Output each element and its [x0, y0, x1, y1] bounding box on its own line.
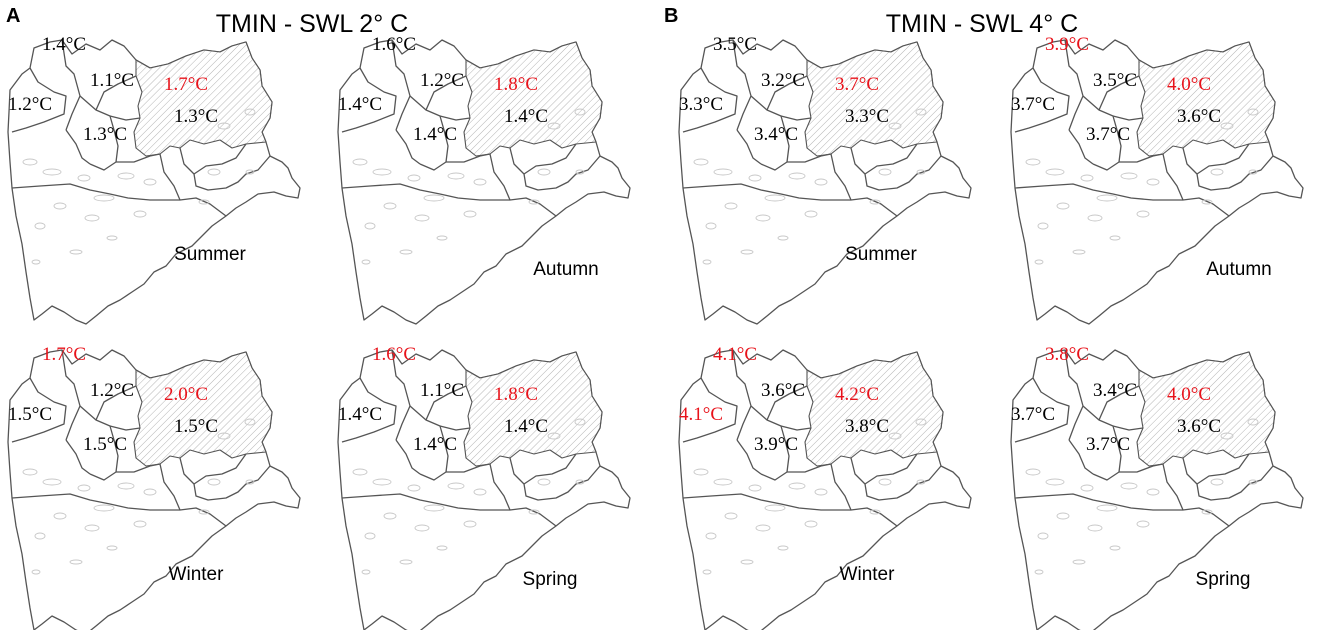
map-a-winter: Winter 1.7°C1.2°C 2.0°C 1.5°C 1.5°C 1.5°C	[7, 344, 301, 630]
region-value-west: 4.1°C	[679, 404, 723, 425]
region-value-east: 1.5°C	[174, 416, 218, 437]
region-value-north-center: 1.1°C	[90, 70, 134, 91]
region-value-east: 3.6°C	[1177, 106, 1221, 127]
map-outline	[7, 349, 301, 630]
region-value-north-center: 3.6°C	[761, 380, 805, 401]
region-value-east: 3.3°C	[845, 106, 889, 127]
region-value-west: 1.5°C	[8, 404, 52, 425]
region-value-nw: 1.6°C	[372, 34, 416, 55]
season-label: Spring	[1196, 569, 1251, 590]
map-outline	[1010, 39, 1304, 325]
region-value-west: 1.4°C	[338, 94, 382, 115]
region-value-center: 3.7°C	[1086, 434, 1130, 455]
region-value-nw: 3.5°C	[713, 34, 757, 55]
season-label: Summer	[845, 244, 917, 265]
panel-b-letter: B	[664, 5, 678, 27]
region-value-west: 3.7°C	[1011, 94, 1055, 115]
panel-b-title: TMIN - SWL 4° C	[886, 10, 1078, 38]
region-value-nw: 1.7°C	[42, 344, 86, 365]
region-value-northeast: 1.7°C	[164, 74, 208, 95]
region-value-center: 1.5°C	[83, 434, 127, 455]
region-value-north-center: 1.2°C	[420, 70, 464, 91]
season-label: Winter	[840, 564, 896, 585]
region-value-north-center: 3.4°C	[1093, 380, 1137, 401]
map-a-autumn: Autumn 1.6°C1.2°C 1.8°C 1.4°C 1.4°C 1.4°C	[337, 34, 631, 325]
map-outline	[7, 39, 301, 325]
season-label: Winter	[169, 564, 225, 585]
region-value-nw: 1.4°C	[42, 34, 86, 55]
region-value-west: 1.4°C	[338, 404, 382, 425]
season-label: Autumn	[1206, 259, 1271, 280]
region-value-northeast: 1.8°C	[494, 74, 538, 95]
region-value-northeast: 4.2°C	[835, 384, 879, 405]
region-value-center: 3.7°C	[1086, 124, 1130, 145]
region-value-east: 1.4°C	[504, 106, 548, 127]
panel-a-letter: A	[6, 5, 20, 27]
region-value-west: 1.2°C	[8, 94, 52, 115]
season-label: Autumn	[533, 259, 598, 280]
region-value-north-center: 3.2°C	[761, 70, 805, 91]
panel-a-title: TMIN - SWL 2° C	[216, 10, 408, 38]
region-value-nw: 3.9°C	[1045, 34, 1089, 55]
map-outline	[337, 39, 631, 325]
season-label: Spring	[523, 569, 578, 590]
region-value-east: 1.3°C	[174, 106, 218, 127]
region-value-center: 1.3°C	[83, 124, 127, 145]
region-value-nw: 4.1°C	[713, 344, 757, 365]
region-value-north-center: 3.5°C	[1093, 70, 1137, 91]
region-value-west: 3.3°C	[679, 94, 723, 115]
region-value-east: 1.4°C	[504, 416, 548, 437]
map-outline	[337, 349, 631, 630]
region-value-center: 3.9°C	[754, 434, 798, 455]
region-value-east: 3.6°C	[1177, 416, 1221, 437]
region-value-nw: 3.8°C	[1045, 344, 1089, 365]
map-outline	[678, 39, 972, 325]
map-b-spring: Spring 3.8°C3.4°C 4.0°C 3.7°C 3.7°C 3.6°C	[1010, 344, 1304, 630]
map-b-summer: Summer 3.5°C3.2°C 3.7°C 3.3°C 3.4°C 3.3°C	[678, 34, 972, 325]
map-outline	[1010, 349, 1304, 630]
region-value-nw: 1.6°C	[372, 344, 416, 365]
map-b-autumn: Autumn 3.9°C3.5°C 4.0°C 3.7°C 3.7°C 3.6°C	[1010, 34, 1304, 325]
region-value-center: 1.4°C	[413, 434, 457, 455]
region-value-northeast: 4.0°C	[1167, 384, 1211, 405]
region-value-northeast: 1.8°C	[494, 384, 538, 405]
region-value-northeast: 4.0°C	[1167, 74, 1211, 95]
map-a-summer: Summer 1.4°C1.1°C 1.7°C 1.2°C 1.3°C 1.3°C	[7, 34, 301, 325]
region-value-northeast: 3.7°C	[835, 74, 879, 95]
region-value-center: 3.4°C	[754, 124, 798, 145]
region-value-center: 1.4°C	[413, 124, 457, 145]
map-a-spring: Spring 1.6°C1.1°C 1.8°C 1.4°C 1.4°C 1.4°C	[337, 344, 631, 630]
map-outline	[678, 349, 972, 630]
region-value-north-center: 1.1°C	[420, 380, 464, 401]
region-value-west: 3.7°C	[1011, 404, 1055, 425]
season-label: Summer	[174, 244, 246, 265]
region-value-northeast: 2.0°C	[164, 384, 208, 405]
region-value-east: 3.8°C	[845, 416, 889, 437]
region-value-north-center: 1.2°C	[90, 380, 134, 401]
